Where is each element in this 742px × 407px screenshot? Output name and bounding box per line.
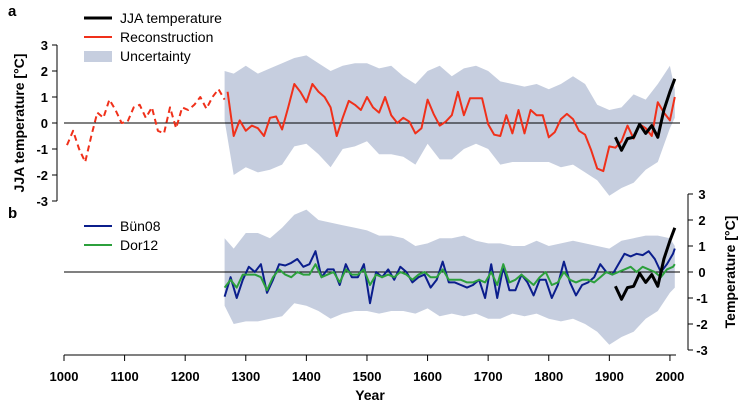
x-tick-label: 1400 bbox=[292, 369, 321, 384]
x-tick-label: 1300 bbox=[231, 369, 260, 384]
y-tick-label: 1 bbox=[698, 239, 705, 254]
legend: JJA temperature Reconstruction Uncertain… bbox=[84, 10, 222, 64]
panel-a: 3 2 1 0 -1 -2 -3 a JJA temperature [°C] JJA te… bbox=[8, 3, 680, 209]
y-tick-label: 2 bbox=[698, 213, 705, 228]
series-line-jja-temperature bbox=[614, 78, 677, 152]
series-line-reconstruction bbox=[226, 83, 676, 173]
x-tick-label: 1100 bbox=[110, 369, 138, 384]
y-tick-label: -3 bbox=[36, 194, 48, 209]
legend-label: JJA temperature bbox=[120, 10, 222, 26]
y-tick-label: 3 bbox=[698, 187, 705, 202]
panel-label: b bbox=[8, 205, 17, 222]
y-tick-label: -2 bbox=[696, 317, 708, 332]
uncertainty-area bbox=[224, 55, 675, 196]
y-axis-label: Temperature [°C] bbox=[722, 216, 738, 329]
legend-label: Dor12 bbox=[120, 237, 158, 253]
y-ticks: 3 2 1 0 -1 -2 -3 bbox=[36, 38, 57, 209]
x-ticks: 1000 1100 1200 1300 1400 1500 1600 1700 1800 1900… bbox=[50, 355, 684, 384]
series-group bbox=[223, 227, 677, 305]
x-tick-label: 1600 bbox=[413, 369, 442, 384]
x-tick-label: 1900 bbox=[595, 369, 624, 384]
series-line-b-n08 bbox=[223, 248, 676, 305]
series-group bbox=[66, 78, 677, 173]
uncertainty-band bbox=[224, 209, 675, 345]
series-line-jja-temperature bbox=[614, 227, 677, 301]
legend: Bün08 Dor12 bbox=[84, 218, 161, 253]
series-line-dor12 bbox=[223, 263, 676, 292]
x-tick-label: 1200 bbox=[171, 369, 200, 384]
x-axis-label: Year bbox=[355, 387, 385, 403]
x-tick-label: 1800 bbox=[534, 369, 563, 384]
series-line-reconstruction-early- bbox=[66, 88, 226, 163]
x-tick-label: 1500 bbox=[353, 369, 382, 384]
y-tick-label: 1 bbox=[41, 90, 48, 105]
legend-label: Uncertainty bbox=[120, 48, 191, 64]
legend-label: Reconstruction bbox=[120, 29, 213, 45]
y-tick-label: 2 bbox=[41, 64, 48, 79]
legend-swatch-uncertainty bbox=[84, 51, 112, 62]
y-tick-label: -3 bbox=[696, 343, 708, 358]
uncertainty-band bbox=[224, 55, 675, 196]
y-axis-label: JJA temperature [°C] bbox=[11, 54, 27, 193]
x-axis: 1000 1100 1200 1300 1400 1500 1600 1700 1800 1900… bbox=[50, 354, 684, 403]
y-tick-label: 0 bbox=[41, 116, 48, 131]
x-tick-label: 2000 bbox=[655, 369, 684, 384]
y-ticks: 3 2 1 0 -1 -2 -3 bbox=[688, 187, 708, 358]
y-tick-label: 0 bbox=[698, 265, 705, 280]
panel-label: a bbox=[8, 3, 17, 20]
y-tick-label: 3 bbox=[41, 38, 48, 53]
y-tick-label: -2 bbox=[36, 168, 48, 183]
x-tick-label: 1000 bbox=[50, 369, 79, 384]
y-tick-label: -1 bbox=[696, 291, 708, 306]
x-tick-label: 1700 bbox=[474, 369, 503, 384]
uncertainty-area bbox=[224, 209, 675, 345]
panel-b: 3 2 1 0 -1 -2 -3 b Temperature [°C] Bün08 Dor1… bbox=[8, 187, 738, 358]
y-tick-label: -1 bbox=[36, 142, 48, 157]
legend-label: Bün08 bbox=[120, 218, 161, 234]
